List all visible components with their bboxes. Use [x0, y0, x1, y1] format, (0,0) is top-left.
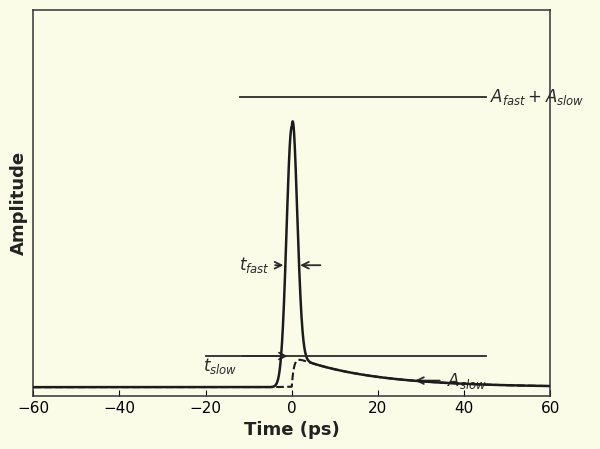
- Text: $A_\mathregular{slow}$: $A_\mathregular{slow}$: [447, 370, 487, 391]
- Text: $t_\mathregular{slow}$: $t_\mathregular{slow}$: [203, 356, 238, 376]
- X-axis label: Time (ps): Time (ps): [244, 421, 340, 439]
- Text: $t_\mathregular{fast}$: $t_\mathregular{fast}$: [239, 255, 270, 275]
- Text: $A_\mathregular{fast}+A_\mathregular{slow}$: $A_\mathregular{fast}+A_\mathregular{slo…: [490, 87, 584, 107]
- Y-axis label: Amplitude: Amplitude: [10, 151, 28, 255]
